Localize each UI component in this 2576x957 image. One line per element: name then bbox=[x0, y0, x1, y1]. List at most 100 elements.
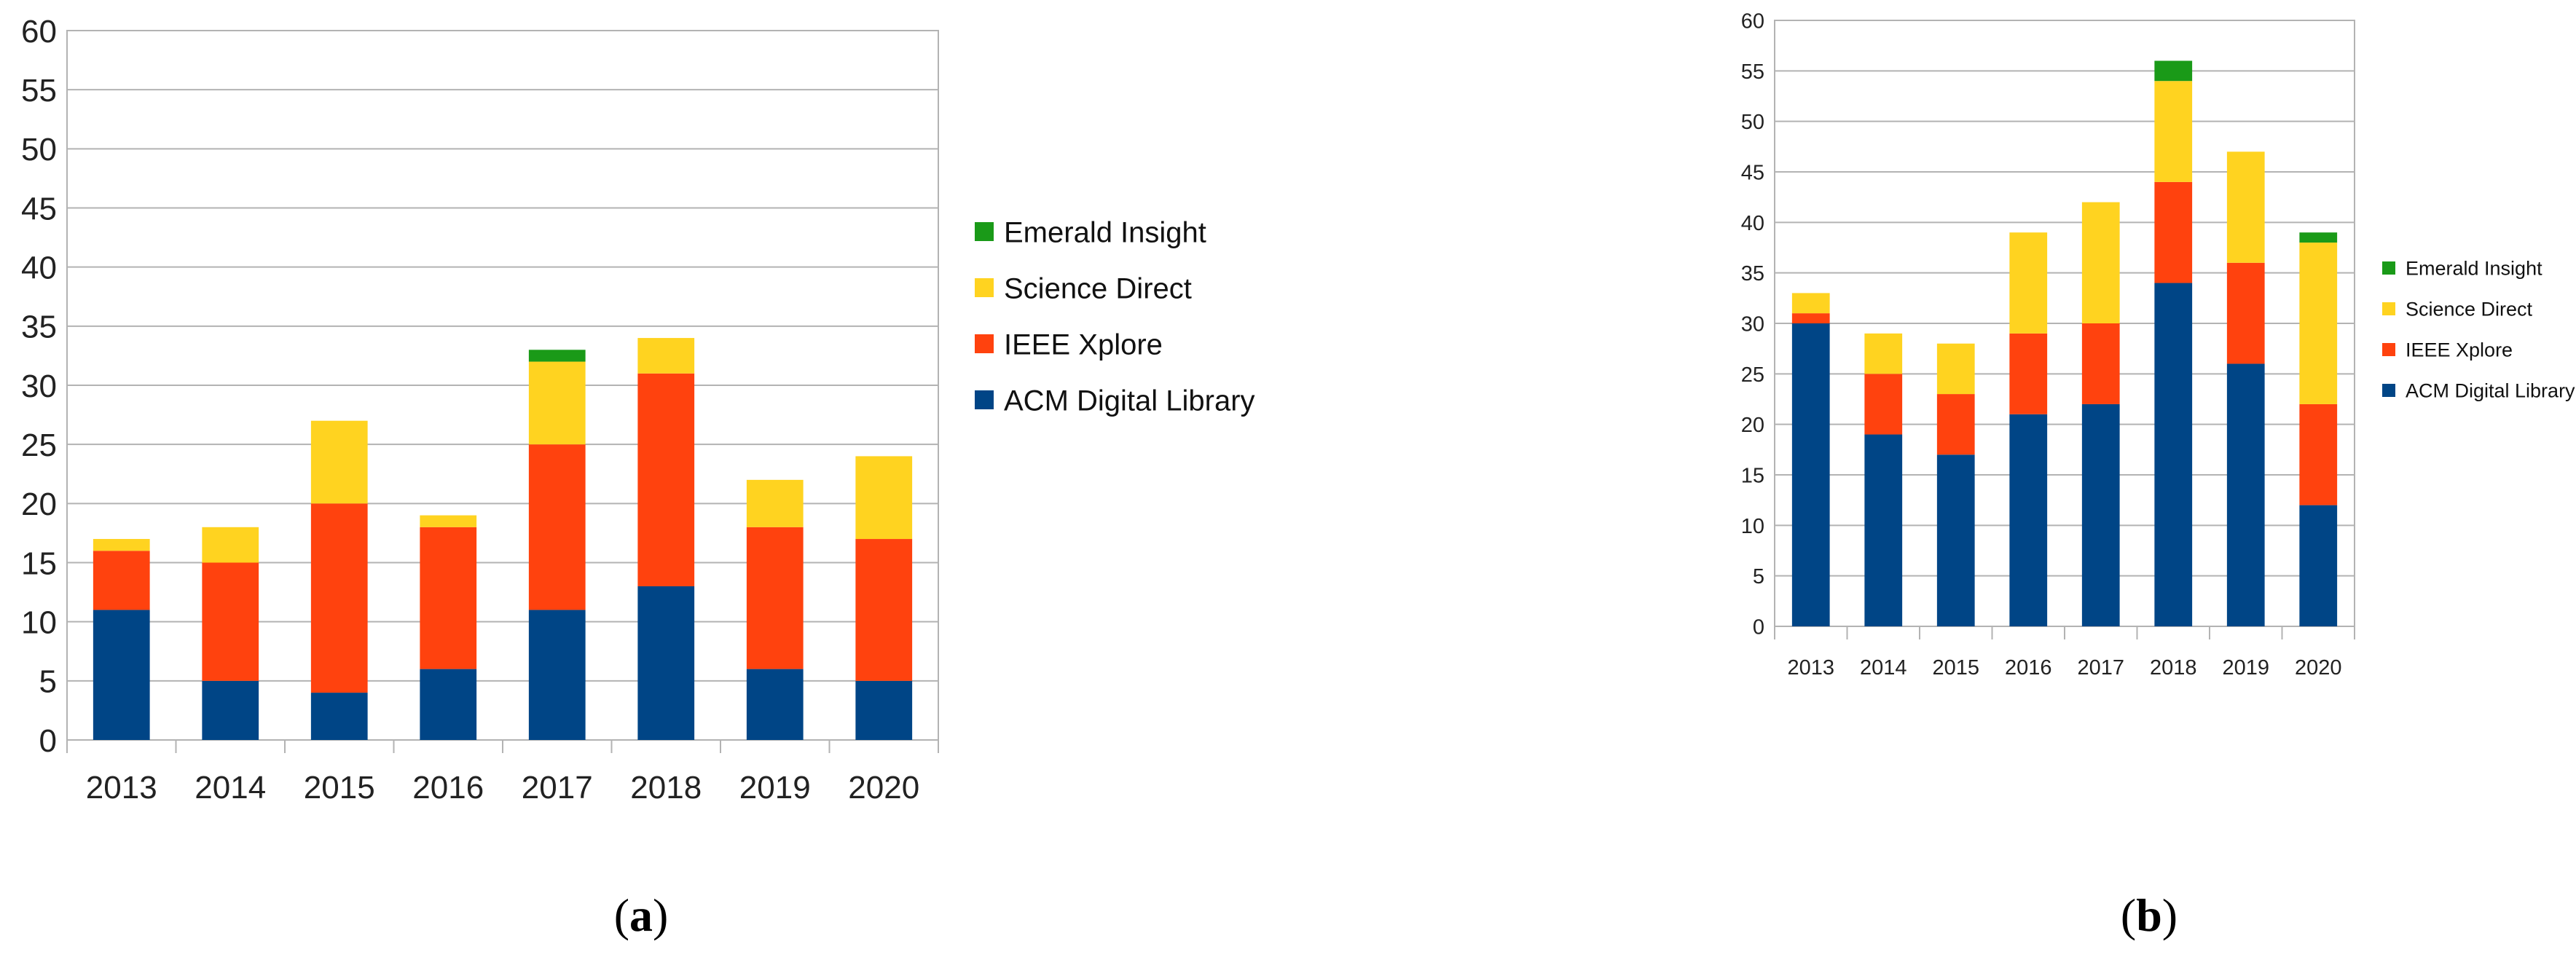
x-tick-label: 2016 bbox=[412, 770, 484, 806]
legend-swatch bbox=[975, 278, 994, 297]
bar-segment bbox=[2154, 181, 2193, 283]
bar-segment bbox=[93, 539, 150, 551]
y-tick-label: 60 bbox=[21, 14, 57, 50]
legend-swatch bbox=[2382, 343, 2395, 356]
bar-segment bbox=[855, 539, 913, 681]
bar-segment bbox=[2226, 151, 2265, 263]
y-tick-label: 40 bbox=[21, 251, 57, 286]
bar-segment bbox=[2154, 283, 2193, 626]
x-tick-label: 2014 bbox=[195, 770, 266, 806]
x-tick-label: 2020 bbox=[2295, 656, 2342, 680]
bar-segment bbox=[528, 350, 586, 362]
bar-segment bbox=[202, 527, 259, 563]
legend-swatch bbox=[975, 222, 994, 241]
bar-segment bbox=[528, 444, 586, 610]
y-tick-label: 45 bbox=[1741, 161, 1764, 184]
bar-segment bbox=[420, 527, 477, 669]
y-tick-label: 45 bbox=[21, 191, 57, 227]
x-tick-label: 2013 bbox=[1787, 656, 1834, 680]
y-tick-label: 20 bbox=[1741, 414, 1764, 437]
bar-segment bbox=[1936, 394, 1975, 455]
bar-segment bbox=[855, 680, 913, 740]
bar-segment bbox=[420, 515, 477, 527]
x-tick-label: 2016 bbox=[2005, 656, 2052, 680]
bar-segment bbox=[2009, 414, 2048, 626]
bar-segment bbox=[1791, 323, 1830, 626]
bar-segment bbox=[746, 527, 804, 669]
bar-segment bbox=[2299, 243, 2338, 404]
y-tick-label: 25 bbox=[1741, 363, 1764, 387]
x-tick-label: 2017 bbox=[2077, 656, 2124, 680]
x-tick-label: 2019 bbox=[2222, 656, 2269, 680]
chart-a: 0 5 10 15 20 25 30 35 40 45 50 55 60 2013 2014 2015 2016… bbox=[21, 14, 1254, 806]
bar-segment bbox=[310, 503, 368, 693]
bar-segment bbox=[93, 610, 150, 740]
x-tick-label: 2013 bbox=[86, 770, 157, 806]
y-tick-label: 15 bbox=[21, 546, 57, 581]
bar-segment bbox=[1936, 343, 1975, 395]
chart-b: 0 5 10 15 20 25 30 35 40 45 50 55 60 2013 2014 2015 2016… bbox=[1741, 9, 2575, 680]
y-tick-label: 35 bbox=[21, 310, 57, 345]
bar-segment bbox=[2009, 333, 2048, 414]
legend-label: ACM Digital Library bbox=[2406, 380, 2575, 402]
y-tick-label: 15 bbox=[1741, 464, 1764, 487]
bar-segment bbox=[2009, 232, 2048, 334]
bar-segment bbox=[420, 669, 477, 740]
bar-segment bbox=[1864, 333, 1903, 374]
bar-segment bbox=[2081, 323, 2120, 404]
bar-segment bbox=[202, 562, 259, 681]
bar-segment bbox=[1791, 313, 1830, 323]
bar-segment bbox=[2154, 60, 2193, 82]
bar-segment bbox=[637, 586, 695, 740]
caption-b: (b) bbox=[2121, 889, 2178, 941]
legend-label: Science Direct bbox=[1004, 272, 1192, 304]
y-tick-label: 50 bbox=[1741, 111, 1764, 134]
legend-swatch bbox=[975, 334, 994, 353]
bar-segment bbox=[2154, 81, 2193, 182]
legend-label: IEEE Xplore bbox=[2406, 339, 2513, 361]
y-tick-label: 40 bbox=[1741, 212, 1764, 235]
bar-segment bbox=[637, 338, 695, 374]
legend-label: ACM Digital Library bbox=[1004, 385, 1255, 417]
bar-segment bbox=[528, 610, 586, 740]
legend-swatch bbox=[975, 390, 994, 409]
bar-segment bbox=[855, 456, 913, 540]
y-tick-label: 60 bbox=[1741, 9, 1764, 33]
y-tick-label: 0 bbox=[1753, 615, 1764, 639]
bar-segment bbox=[1864, 374, 1903, 435]
bar-segment bbox=[93, 551, 150, 610]
y-tick-label: 55 bbox=[21, 73, 57, 109]
bar-segment bbox=[1864, 434, 1903, 626]
bar-segment bbox=[202, 680, 259, 740]
bar-segment bbox=[1936, 454, 1975, 626]
legend-label: Science Direct bbox=[2406, 299, 2533, 320]
bar-segment bbox=[310, 420, 368, 504]
legend-label: Emerald Insight bbox=[2406, 258, 2542, 280]
bar-segment bbox=[310, 693, 368, 740]
bar-segment bbox=[2299, 505, 2338, 626]
y-tick-label: 0 bbox=[39, 723, 57, 759]
bar-segment bbox=[2226, 363, 2265, 626]
y-tick-label: 5 bbox=[1753, 565, 1764, 588]
y-tick-label: 35 bbox=[1741, 262, 1764, 285]
y-tick-label: 10 bbox=[1741, 515, 1764, 538]
bar-segment bbox=[2081, 202, 2120, 323]
caption-a: (a) bbox=[614, 889, 669, 941]
legend-swatch bbox=[2382, 261, 2395, 275]
y-tick-label: 20 bbox=[21, 487, 57, 522]
bar-segment bbox=[746, 669, 804, 740]
y-tick-label: 5 bbox=[39, 664, 57, 700]
x-tick-label: 2015 bbox=[304, 770, 375, 806]
x-tick-label: 2015 bbox=[1932, 656, 1979, 680]
x-tick-label: 2020 bbox=[848, 770, 919, 806]
y-tick-label: 55 bbox=[1741, 60, 1764, 84]
bar-segment bbox=[2299, 232, 2338, 243]
bar-segment bbox=[2299, 403, 2338, 505]
legend-swatch bbox=[2382, 384, 2395, 397]
bar-segment bbox=[637, 373, 695, 586]
bar-segment bbox=[1791, 293, 1830, 314]
x-tick-label: 2017 bbox=[522, 770, 593, 806]
y-tick-label: 30 bbox=[1741, 312, 1764, 336]
y-tick-label: 30 bbox=[21, 369, 57, 404]
